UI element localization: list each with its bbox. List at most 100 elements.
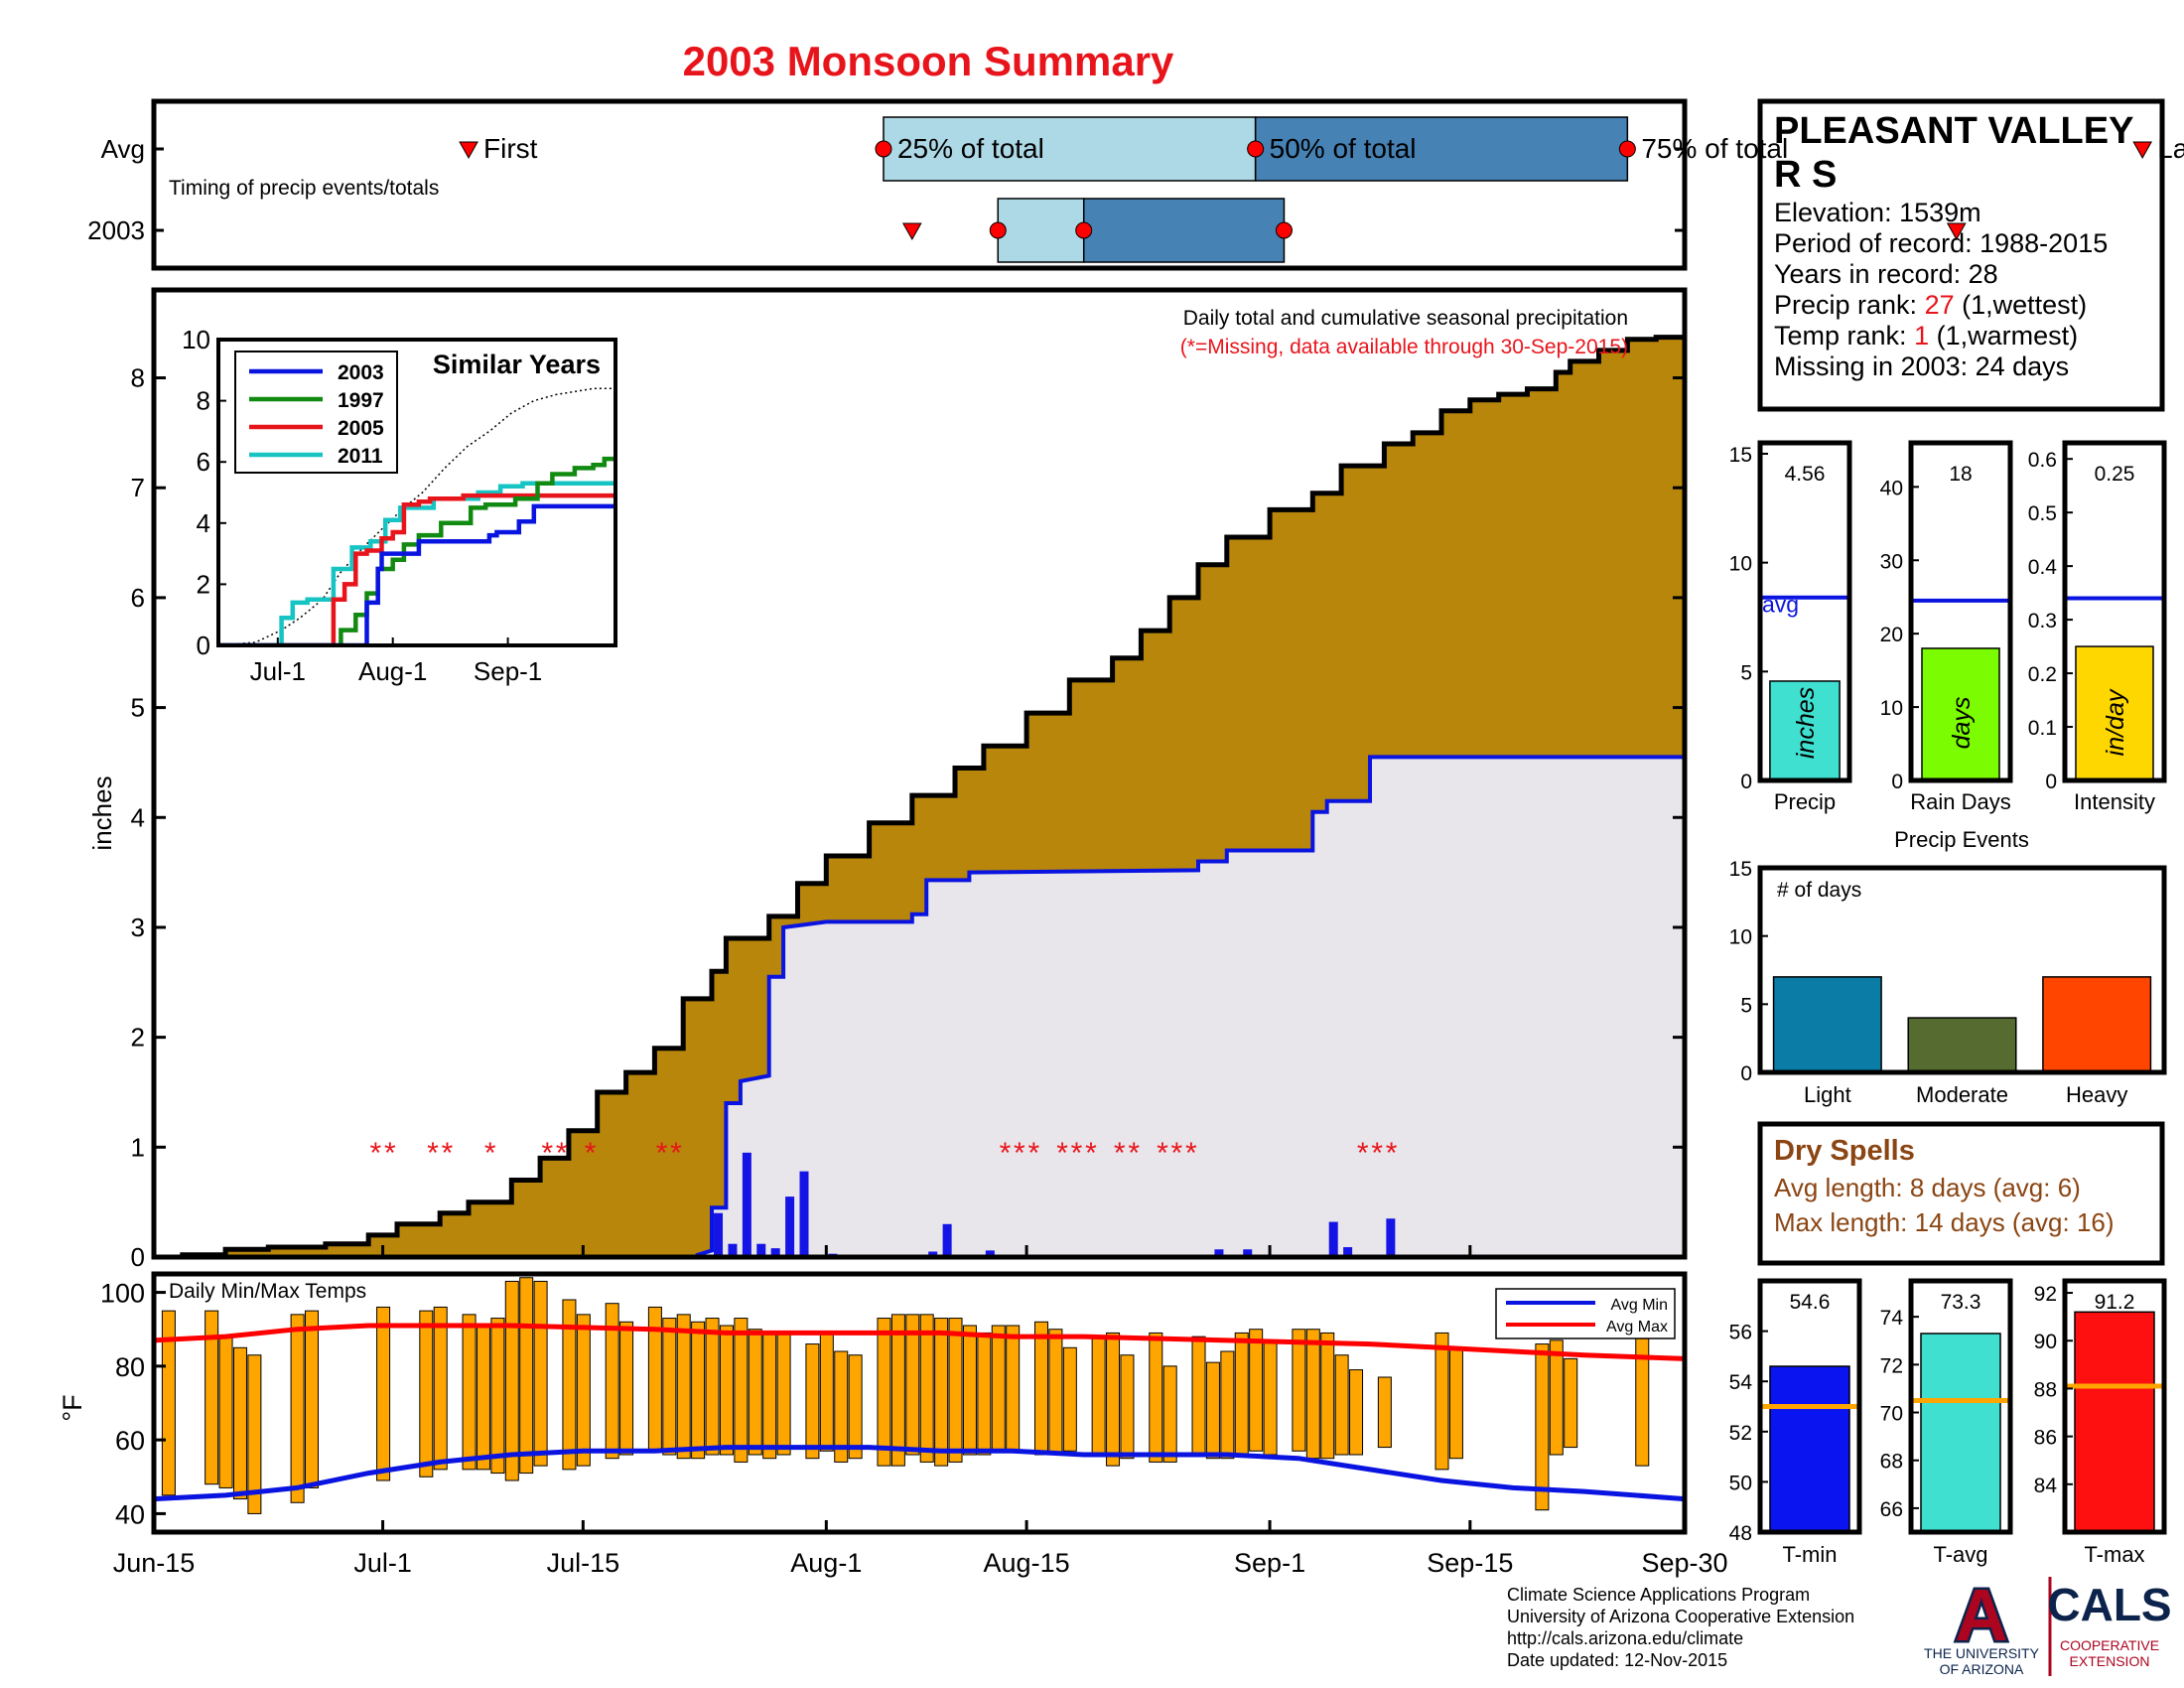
precip-event-bar-Moderate xyxy=(1907,1017,2017,1073)
missing-day-marker: * xyxy=(1128,1137,1140,1170)
temp-ytick-label: 80 xyxy=(115,1352,145,1382)
summary-unit-Intensity: in/day xyxy=(2102,688,2129,756)
temp-range-bar xyxy=(1320,1332,1335,1460)
summary-ytick-label: 0.5 xyxy=(2028,502,2057,525)
similar-years-frame xyxy=(216,338,617,647)
temp-summary-ytick-label: 68 xyxy=(1880,1451,1903,1474)
missing-day-marker: * xyxy=(1071,1137,1083,1170)
temp-summary-ytick-label: 54 xyxy=(1729,1371,1753,1394)
daily-precip-bar xyxy=(1386,1218,1396,1257)
temp-range-bar xyxy=(205,1310,219,1485)
temp-range-bar xyxy=(1305,1329,1320,1460)
temp-range-bar xyxy=(977,1332,992,1456)
daily-precip-bar xyxy=(728,1243,738,1257)
summary-ytick-label: 0.1 xyxy=(2028,717,2057,740)
timing-triangle-last xyxy=(2132,141,2153,160)
precip-event-bar-Heavy xyxy=(2042,976,2152,1073)
similar-legend-label: 2011 xyxy=(338,445,383,468)
temp-range-bar xyxy=(1106,1332,1121,1467)
temp-range-bar xyxy=(1048,1329,1063,1456)
temp-range-bar xyxy=(1091,1336,1106,1456)
missing-day-marker: * xyxy=(541,1137,553,1170)
timing-box-25-50 xyxy=(997,198,1085,263)
main-ytick-label: 5 xyxy=(131,693,145,723)
precip-event-label-Heavy: Heavy xyxy=(2066,1082,2127,1107)
temp-range-bar xyxy=(533,1280,548,1467)
temp-range-bar xyxy=(1062,1346,1077,1452)
temp-range-bar xyxy=(232,1346,247,1500)
daily-precip-bar xyxy=(742,1152,751,1257)
missing-day-marker: * xyxy=(556,1137,568,1170)
temp-range-bar xyxy=(1220,1350,1235,1460)
temp-range-bar xyxy=(605,1303,619,1460)
temp-xtick-label: Aug-1 xyxy=(790,1548,862,1578)
summary-ytick-label: 15 xyxy=(1729,444,1752,467)
daily-precip-bar xyxy=(714,1212,724,1257)
daily-precip-bar xyxy=(799,1171,809,1257)
footer-line2: University of Arizona Cooperative Extens… xyxy=(1507,1607,1854,1626)
summary-ytick-label: 0 xyxy=(1891,771,1903,793)
temp-range-bar xyxy=(1635,1325,1650,1467)
similar-legend-label: 2005 xyxy=(338,417,384,440)
ua-logo-letter: A xyxy=(1955,1574,2007,1656)
temp-xtick-label: Jul-1 xyxy=(353,1548,412,1578)
missing-day-marker: * xyxy=(384,1137,396,1170)
station-period: Period of record: 1988-2015 xyxy=(1774,228,2108,258)
temp-range-bar xyxy=(1234,1332,1249,1456)
temp-summary-label-T-max: T-max xyxy=(2084,1542,2144,1567)
temp-summary-ytick-label: 50 xyxy=(1729,1472,1752,1494)
timing-box-25-50 xyxy=(883,116,1257,182)
missing-day-marker: * xyxy=(1371,1137,1383,1170)
precip-events-ytick-label: 0 xyxy=(1740,1062,1752,1085)
summary-unit-Rain Days: days xyxy=(1948,697,1976,750)
temp-summary-bar-T-min xyxy=(1769,1365,1850,1533)
text-span: (1,warmest) xyxy=(1929,321,2078,351)
avg-cumulative-line xyxy=(154,335,1685,1257)
temp-range-bar xyxy=(490,1318,505,1475)
summary-ytick-label: 10 xyxy=(1880,697,1903,720)
main-ytick-label: 8 xyxy=(131,363,145,393)
temp-range-bar xyxy=(576,1314,591,1467)
missing-day-marker: * xyxy=(370,1137,382,1170)
temp-range-bar xyxy=(734,1318,749,1463)
cals-logo-line2: EXTENSION xyxy=(2070,1653,2150,1669)
temp-legend-min-label: Avg Min xyxy=(1610,1297,1668,1314)
temp-summary-frame xyxy=(2062,1278,2167,1535)
precip-events-ytick-label: 5 xyxy=(1740,994,1752,1017)
temp-range-bar xyxy=(1434,1332,1449,1471)
temp-summary-bar-T-max xyxy=(2074,1311,2155,1533)
main-note-line1: Daily total and cumulative seasonal prec… xyxy=(1183,307,1628,330)
timing-marker-p25 xyxy=(989,221,1007,239)
daily-precip-bar xyxy=(942,1223,952,1257)
missing-day-marker: * xyxy=(1085,1137,1097,1170)
temp-xtick-label: Jul-15 xyxy=(547,1548,620,1578)
temp-ytick-label: 40 xyxy=(115,1499,145,1529)
temp-range-bar xyxy=(504,1280,519,1481)
main-plot-area: * * * * * * * * * * * * * * * * * * * * * * * * xyxy=(154,335,1685,1257)
footer-line1: Climate Science Applications Program xyxy=(1507,1585,1810,1605)
missing-day-marker: * xyxy=(1357,1137,1369,1170)
temp-range-bar xyxy=(877,1318,891,1467)
daily-precip-bar xyxy=(1243,1249,1253,1257)
similar-ytick-label: 0 xyxy=(197,631,210,660)
station-name-line1: PLEASANT VALLEY xyxy=(1774,110,2133,152)
missing-day-marker: * xyxy=(484,1137,496,1170)
temp-range-bar xyxy=(1191,1336,1206,1456)
similar-legend-label: 1997 xyxy=(338,389,384,412)
temp-range-bar xyxy=(1292,1329,1306,1452)
temp-range-bar xyxy=(1205,1361,1220,1460)
dry-spells-title: Dry Spells xyxy=(1774,1135,1915,1167)
timing-label-50: 50% of total xyxy=(1270,133,1417,164)
missing-day-marker: * xyxy=(442,1137,454,1170)
timing-panel-frame xyxy=(151,98,1688,271)
similar-series-y2003 xyxy=(218,503,615,645)
temp-summary-value-T-avg: 73.3 xyxy=(1941,1291,1981,1314)
missing-day-marker: * xyxy=(1157,1137,1168,1170)
summary-unit-Precip: inches xyxy=(1792,687,1820,759)
temp-summary-ytick-label: 90 xyxy=(2034,1331,2057,1353)
temp-panel-frame xyxy=(151,1271,1688,1535)
temp-xtick-label: Sep-30 xyxy=(1641,1548,1727,1578)
timing-label-first: First xyxy=(483,133,538,164)
